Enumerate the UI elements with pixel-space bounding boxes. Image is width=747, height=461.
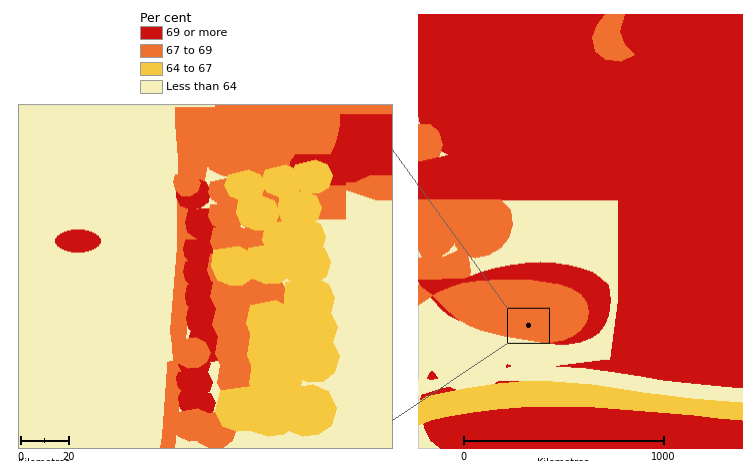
Text: 64 to 67: 64 to 67 (166, 64, 212, 73)
Text: Less than 64: Less than 64 (166, 82, 237, 91)
Text: 0: 0 (17, 452, 23, 461)
Text: 20: 20 (62, 452, 74, 461)
Bar (140, 62, 162, 75)
Text: Kilometres: Kilometres (537, 458, 589, 461)
Text: 67 to 69: 67 to 69 (166, 46, 212, 55)
Bar (140, 44, 162, 57)
Text: Per cent: Per cent (140, 12, 191, 25)
Text: 0: 0 (460, 452, 466, 461)
Bar (140, 80, 162, 93)
Bar (140, 26, 162, 39)
Text: Kilometres: Kilometres (18, 458, 70, 461)
Text: 1000: 1000 (651, 452, 675, 461)
Text: 69 or more: 69 or more (166, 28, 227, 37)
